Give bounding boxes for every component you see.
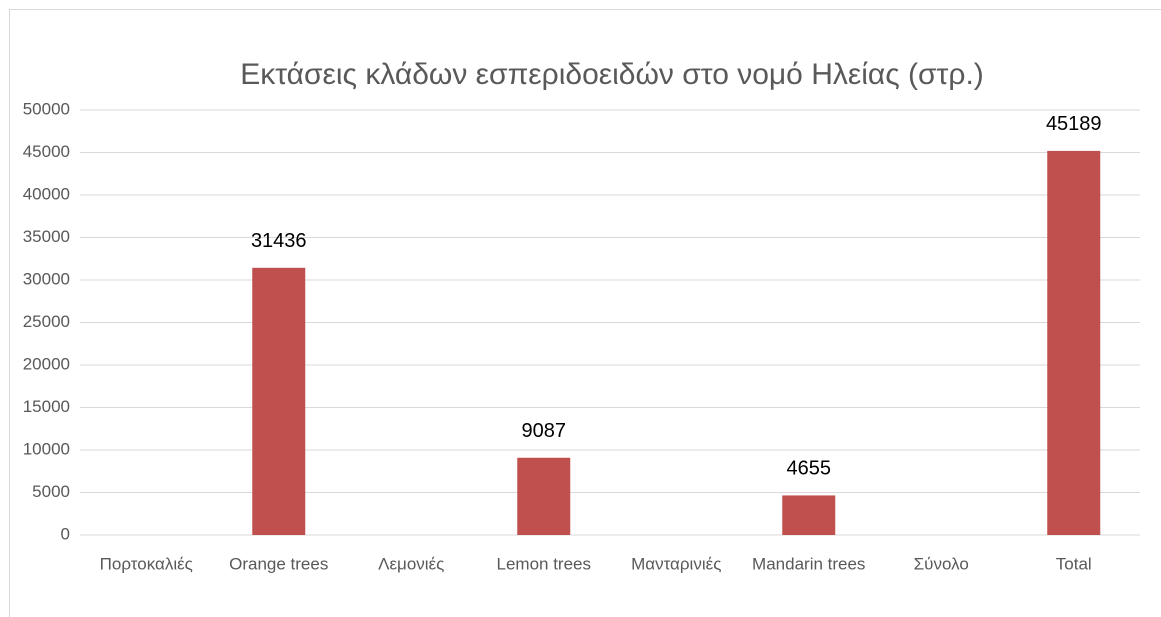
x-tick-label: Λεμονιές	[378, 554, 444, 573]
x-tick-label: Πορτοκαλιές	[100, 554, 193, 573]
y-tick-label: 20000	[23, 354, 70, 373]
chart-border	[9, 9, 1161, 617]
x-tick-label: Mandarin trees	[752, 554, 865, 573]
x-tick-label: Total	[1056, 554, 1092, 573]
bar	[517, 457, 571, 535]
y-tick-label: 40000	[23, 184, 70, 203]
data-label: 9087	[522, 420, 567, 442]
bar	[1047, 150, 1101, 535]
bar	[252, 267, 306, 535]
y-tick-label: 5000	[32, 482, 70, 501]
x-tick-label: Orange trees	[229, 554, 328, 573]
y-tick-label: 30000	[23, 269, 70, 288]
data-label: 4655	[787, 458, 832, 480]
y-tick-label: 45000	[23, 142, 70, 161]
x-tick-label: Σύνολο	[914, 554, 969, 573]
x-tick-label: Μανταρινιές	[631, 554, 721, 573]
bar	[782, 495, 836, 535]
y-tick-label: 50000	[23, 99, 70, 118]
chart-title: Εκτάσεις κλάδων εσπεριδοειδών στο νομό Η…	[240, 58, 984, 91]
y-tick-label: 35000	[23, 227, 70, 246]
y-tick-label: 0	[61, 524, 70, 543]
data-label: 45189	[1046, 113, 1102, 135]
y-tick-label: 25000	[23, 312, 70, 331]
x-tick-label: Lemon trees	[497, 554, 592, 573]
y-tick-label: 10000	[23, 439, 70, 458]
data-label: 31436	[251, 230, 307, 252]
y-tick-label: 15000	[23, 397, 70, 416]
